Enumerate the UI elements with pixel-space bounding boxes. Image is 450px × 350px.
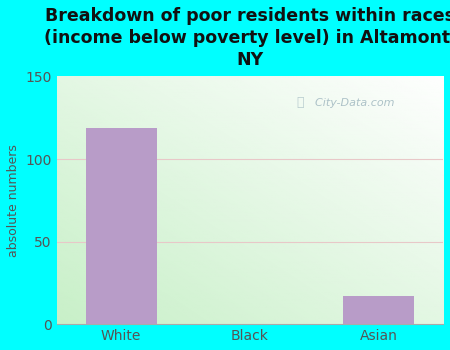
Y-axis label: absolute numbers: absolute numbers <box>7 144 20 257</box>
Bar <box>343 296 414 324</box>
Title: Breakdown of poor residents within races
(income below poverty level) in Altamon: Breakdown of poor residents within races… <box>44 7 450 69</box>
Text: ⦾: ⦾ <box>296 96 304 109</box>
Text: City-Data.com: City-Data.com <box>308 98 394 108</box>
Bar <box>86 128 157 324</box>
